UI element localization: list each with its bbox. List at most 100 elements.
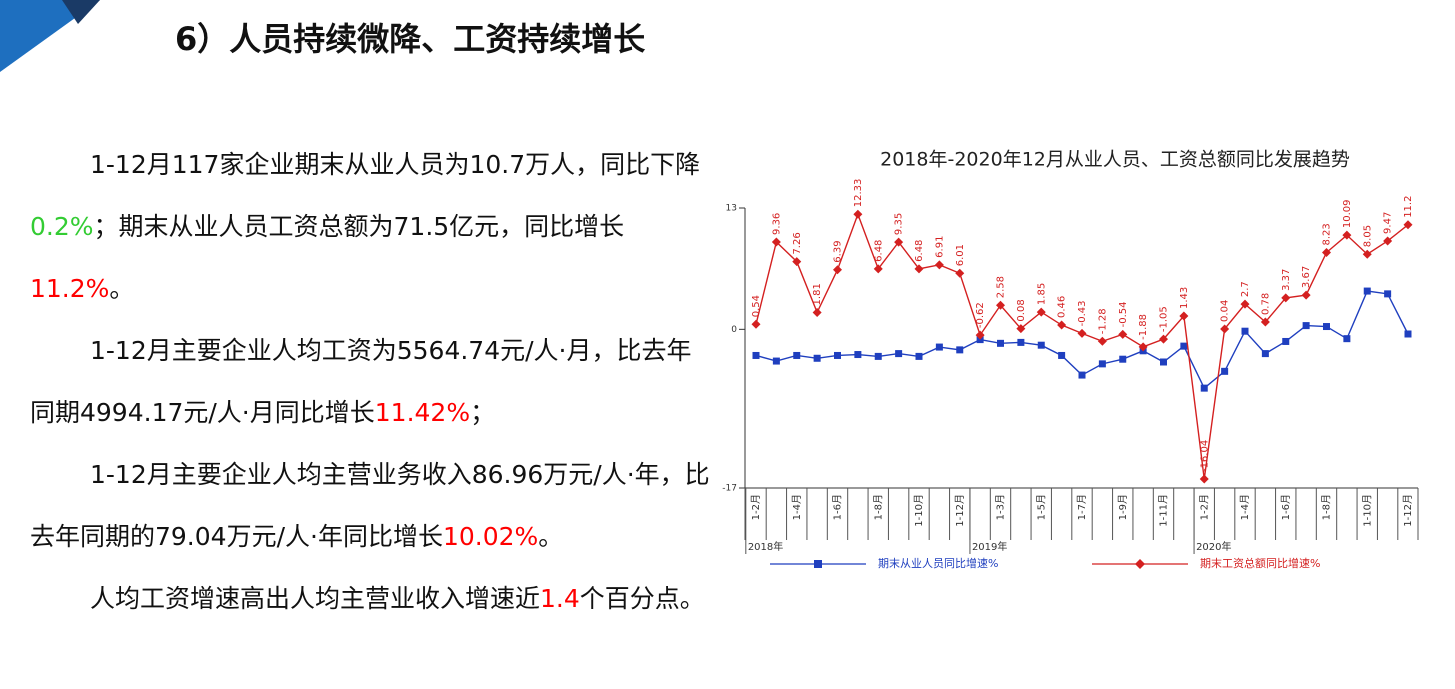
x-tick-label: 1-7月 (1076, 494, 1088, 520)
point (1098, 360, 1106, 368)
data-label: 0.46 (1057, 296, 1068, 318)
point (772, 357, 780, 365)
text-run: 1-12月117家企业期末从业人员为10.7万人，同比下降 (90, 150, 701, 179)
point (1138, 342, 1148, 352)
point (1260, 317, 1270, 327)
point (1343, 335, 1351, 343)
text-run: ； (470, 398, 496, 427)
data-label: -1.28 (1097, 308, 1108, 334)
point (975, 330, 985, 340)
data-label: 6.91 (934, 236, 945, 258)
data-label: -0.43 (1077, 300, 1088, 326)
point (1301, 290, 1311, 300)
data-label: 3.67 (1301, 266, 1312, 288)
data-label: 6.39 (833, 240, 844, 262)
point (1240, 299, 1250, 309)
text-run: 1-12月主要企业人均工资为5564.74元/人·月，比去年同期4994.17元… (30, 336, 692, 427)
point (1363, 287, 1371, 295)
x-tick-label: 1-9月 (1117, 494, 1129, 520)
data-label: 9.47 (1383, 212, 1394, 234)
text-body: 1-12月117家企业期末从业人员为10.7万人，同比下降 0.2%；期末从业人员… (30, 134, 710, 630)
point (1097, 336, 1107, 346)
corner-decoration (62, 0, 100, 24)
data-label: 0.04 (1220, 300, 1231, 322)
data-label: 0.08 (1016, 299, 1027, 321)
point (833, 265, 842, 275)
legend-marker (1135, 559, 1145, 569)
paragraph: 1-12月主要企业人均工资为5564.74元/人·月，比去年同期4994.17元… (30, 320, 710, 444)
legend-marker (814, 560, 822, 568)
point (1281, 293, 1291, 303)
data-label: 8.23 (1322, 223, 1333, 245)
highlight: 11.42% (374, 398, 471, 427)
data-label: 6.48 (873, 240, 884, 262)
point (1322, 248, 1331, 258)
x-tick-label: 1-11月 (1158, 494, 1170, 527)
highlight: 1.4 (540, 584, 580, 613)
point (1261, 350, 1269, 358)
point (1342, 230, 1352, 240)
point (1362, 249, 1372, 259)
text-run: 。 (538, 522, 564, 551)
point (813, 354, 821, 362)
paragraph: 1-12月主要企业人均主营业务收入86.96万元/人·年，比去年同期的79.04… (30, 444, 710, 568)
data-label: 7.26 (792, 232, 803, 254)
data-label: -0.62 (975, 302, 986, 328)
point (915, 352, 923, 360)
data-label: 1.43 (1179, 287, 1190, 309)
point (934, 260, 944, 270)
data-label: 0.54 (751, 295, 762, 317)
x-tick-label: 1-2月 (750, 494, 762, 520)
point (1119, 355, 1127, 363)
x-tick-label: 1-12月 (954, 494, 966, 527)
highlight: 0.2% (30, 212, 94, 241)
data-label: 9.36 (771, 213, 782, 235)
x-tick-label: 1-3月 (995, 494, 1007, 520)
point (1404, 330, 1412, 338)
data-label: 6.01 (955, 244, 966, 266)
point (1200, 384, 1208, 392)
point (1302, 322, 1310, 330)
paragraph: 人均工资增速高出人均主营业收入增速近1.4个百分点。 (30, 568, 710, 630)
point (853, 209, 863, 219)
point (873, 264, 883, 274)
point (1199, 474, 1209, 484)
point (1180, 342, 1188, 350)
slide-title: 6）人员持续微降、工资持续增长 (175, 20, 646, 58)
x-tick-label: 1-5月 (1035, 494, 1047, 520)
x-tick-label: 1-6月 (1280, 494, 1292, 520)
data-label: 9.35 (894, 213, 905, 235)
data-label: 10.09 (1342, 200, 1353, 229)
point (1221, 367, 1229, 375)
data-label: -16.04 (1199, 440, 1210, 472)
highlight: 11.2% (30, 274, 110, 303)
point (834, 351, 841, 359)
x-tick-label: 1-12月 (1402, 494, 1414, 527)
point (997, 339, 1004, 347)
point (1159, 334, 1168, 344)
point (955, 268, 965, 278)
point (1241, 327, 1249, 335)
point (914, 264, 924, 274)
point (1160, 358, 1167, 366)
y-tick-label: -17 (722, 484, 737, 494)
point (812, 307, 822, 317)
x-tick-label: 1-10月 (913, 494, 925, 527)
data-label: 2.58 (996, 276, 1007, 298)
point (996, 300, 1005, 310)
point (1118, 329, 1128, 339)
point (895, 350, 903, 358)
series-line (755, 212, 1409, 480)
x-tick-label: 1-4月 (1239, 494, 1251, 520)
text-run: ；期末从业人员工资总额为71.5亿元，同比增长 (93, 212, 625, 241)
text-run: 人均工资增速高出人均主营业收入增速近 (90, 584, 541, 613)
point (1383, 236, 1393, 246)
data-label: 6.48 (914, 240, 925, 262)
data-label: -0.54 (1118, 301, 1129, 327)
data-label: -1.88 (1138, 314, 1149, 340)
point (1016, 324, 1026, 334)
point (771, 237, 781, 247)
point (1323, 323, 1330, 331)
point (1282, 337, 1290, 345)
